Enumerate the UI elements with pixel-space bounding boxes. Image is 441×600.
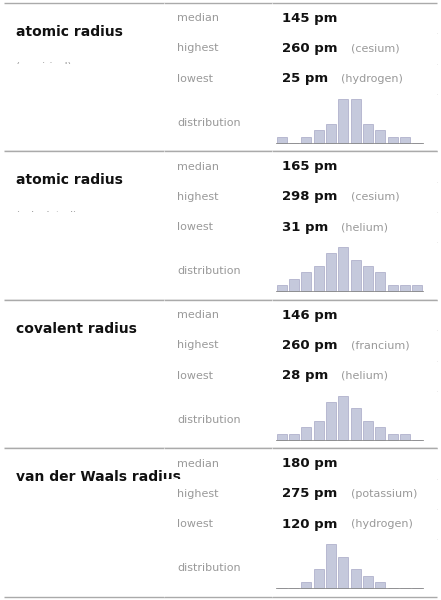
- Text: 180 pm: 180 pm: [282, 457, 338, 470]
- Text: 298 pm: 298 pm: [282, 190, 338, 203]
- Text: 260 pm: 260 pm: [282, 339, 338, 352]
- Bar: [363, 575, 373, 589]
- Bar: [375, 427, 385, 440]
- Text: lowest: lowest: [177, 371, 213, 381]
- Text: 28 pm: 28 pm: [282, 369, 329, 382]
- Bar: [301, 272, 311, 292]
- Text: median: median: [177, 458, 219, 469]
- Text: (helium): (helium): [340, 222, 388, 232]
- Bar: [314, 421, 324, 440]
- Bar: [351, 569, 361, 589]
- Text: (calculated): (calculated): [15, 210, 78, 220]
- Text: (hydrogen): (hydrogen): [351, 519, 413, 529]
- Text: (helium): (helium): [340, 371, 388, 381]
- Bar: [301, 427, 311, 440]
- Text: (empirical): (empirical): [15, 62, 72, 71]
- Text: distribution: distribution: [177, 118, 241, 128]
- Bar: [289, 434, 299, 440]
- Bar: [412, 285, 422, 292]
- Text: highest: highest: [177, 192, 219, 202]
- Bar: [363, 124, 373, 143]
- Bar: [338, 247, 348, 292]
- Bar: [326, 124, 336, 143]
- Bar: [351, 98, 361, 143]
- Text: highest: highest: [177, 489, 219, 499]
- Bar: [363, 266, 373, 292]
- Text: distribution: distribution: [177, 415, 241, 425]
- Text: 165 pm: 165 pm: [282, 160, 338, 173]
- Text: distribution: distribution: [177, 266, 241, 276]
- Bar: [400, 434, 410, 440]
- Bar: [400, 285, 410, 292]
- Text: 260 pm: 260 pm: [282, 42, 338, 55]
- Text: atomic radius: atomic radius: [15, 173, 123, 187]
- Bar: [301, 582, 311, 589]
- Bar: [351, 408, 361, 440]
- Text: median: median: [177, 161, 219, 172]
- Bar: [326, 402, 336, 440]
- Bar: [301, 137, 311, 143]
- Bar: [363, 421, 373, 440]
- Bar: [375, 582, 385, 589]
- Bar: [277, 137, 287, 143]
- Bar: [277, 434, 287, 440]
- Bar: [326, 253, 336, 292]
- Bar: [277, 285, 287, 292]
- Bar: [375, 130, 385, 143]
- Bar: [400, 137, 410, 143]
- Text: 275 pm: 275 pm: [282, 487, 337, 500]
- Text: median: median: [177, 13, 219, 23]
- Bar: [326, 544, 336, 589]
- Text: median: median: [177, 310, 219, 320]
- Text: (cesium): (cesium): [351, 43, 400, 53]
- Text: lowest: lowest: [177, 519, 213, 529]
- Bar: [314, 569, 324, 589]
- Bar: [289, 278, 299, 292]
- Bar: [388, 137, 398, 143]
- Text: (potassium): (potassium): [351, 489, 417, 499]
- Text: atomic radius: atomic radius: [15, 25, 123, 39]
- Text: (cesium): (cesium): [351, 192, 400, 202]
- Text: distribution: distribution: [177, 563, 241, 573]
- Text: lowest: lowest: [177, 74, 213, 84]
- Bar: [314, 266, 324, 292]
- Text: covalent radius: covalent radius: [15, 322, 136, 336]
- Bar: [388, 434, 398, 440]
- Bar: [375, 272, 385, 292]
- Text: lowest: lowest: [177, 222, 213, 232]
- Text: highest: highest: [177, 340, 219, 350]
- Text: 120 pm: 120 pm: [282, 518, 338, 531]
- Text: van der Waals radius: van der Waals radius: [15, 470, 180, 484]
- Bar: [338, 98, 348, 143]
- Text: 146 pm: 146 pm: [282, 308, 338, 322]
- Text: highest: highest: [177, 43, 219, 53]
- Text: 25 pm: 25 pm: [282, 72, 329, 85]
- Text: 145 pm: 145 pm: [282, 11, 338, 25]
- Text: 31 pm: 31 pm: [282, 221, 329, 234]
- Bar: [338, 395, 348, 440]
- Bar: [388, 285, 398, 292]
- Bar: [338, 557, 348, 589]
- Bar: [351, 260, 361, 292]
- Text: (francium): (francium): [351, 340, 410, 350]
- Bar: [314, 130, 324, 143]
- Text: (hydrogen): (hydrogen): [340, 74, 402, 84]
